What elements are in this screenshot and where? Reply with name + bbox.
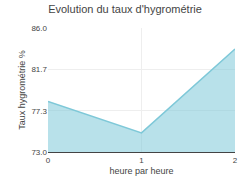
svg-text:81.7: 81.7 (31, 65, 47, 74)
svg-text:77.3: 77.3 (31, 107, 47, 116)
svg-text:heure par heure: heure par heure (109, 166, 173, 176)
svg-text:2: 2 (233, 156, 238, 165)
svg-text:Taux hygrométrie %: Taux hygrométrie % (17, 50, 27, 130)
svg-text:Evolution du taux d'hygrométri: Evolution du taux d'hygrométrie (48, 3, 202, 15)
svg-text:0: 0 (46, 156, 51, 165)
svg-text:73.0: 73.0 (31, 148, 47, 157)
svg-text:86.0: 86.0 (31, 24, 47, 33)
svg-text:1: 1 (139, 156, 144, 165)
